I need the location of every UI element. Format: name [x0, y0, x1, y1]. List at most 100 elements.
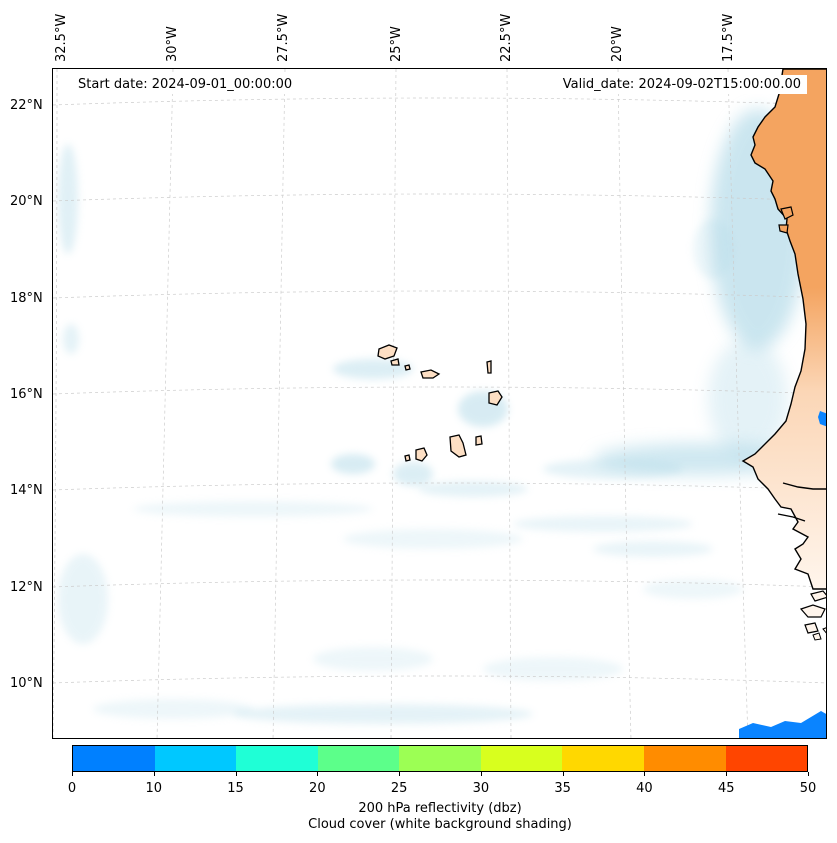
map-canvas[interactable]	[53, 69, 827, 739]
colorbar-tick-label: 15	[227, 781, 244, 796]
cloud-patch	[418, 481, 528, 497]
cloud-patch	[343, 529, 523, 549]
graticule-lon	[272, 69, 286, 738]
cape-verde-islands	[377, 344, 503, 462]
cloud-patch	[331, 454, 375, 474]
colorbar-segment	[643, 746, 726, 771]
colorbar-tick-label: 20	[309, 781, 326, 796]
colorbar-segment	[73, 746, 155, 771]
island-sal	[486, 360, 492, 374]
latitude-axis-labels: 22°N 20°N 18°N 16°N 14°N 12°N 10°N	[0, 0, 52, 740]
colorbar-tick	[317, 772, 319, 776]
lat-label: 18°N	[10, 291, 43, 306]
island-brava	[404, 454, 411, 462]
cloud-patch	[93, 699, 253, 719]
colorbar-segment	[480, 746, 563, 771]
colorbar-label-line1: 200 hPa reflectivity (dbz)	[358, 801, 522, 816]
start-date-label: Start date: 2024-09-01_00:00:00	[72, 75, 299, 94]
colorbar-tick-label: 50	[799, 781, 817, 796]
island-boa-vista	[488, 390, 503, 406]
colorbar	[72, 745, 808, 772]
island-santo-antao	[377, 344, 398, 360]
lon-label: 25°W	[389, 26, 404, 62]
colorbar-tick	[480, 772, 482, 776]
colorbar-segment	[154, 746, 237, 771]
island-santiago	[449, 434, 467, 458]
lat-label: 16°N	[10, 387, 43, 402]
cloud-patch	[513, 516, 693, 532]
cloud-patch	[543, 459, 683, 479]
graticule	[53, 69, 826, 738]
lon-label: 17.5°W	[721, 13, 736, 62]
graticule-lon	[390, 69, 397, 738]
colorbar-segment	[317, 746, 400, 771]
graticule-lon	[506, 69, 512, 738]
colorbar-tick	[808, 772, 809, 776]
colorbar-label-line2: Cloud cover (white background shading)	[308, 817, 572, 832]
lat-label: 14°N	[10, 483, 43, 498]
lat-label: 10°N	[10, 676, 43, 691]
colorbar-ticks: 0 10 15 20 25 30 35 40 45 50	[68, 772, 816, 796]
island-santa-luzia	[404, 364, 411, 371]
graticule-lon	[727, 69, 749, 738]
colorbar-tick-label: 35	[554, 781, 571, 796]
cloud-patch	[133, 501, 373, 517]
cloud-patch	[708, 339, 788, 459]
island-maio	[475, 435, 483, 446]
graticule-lon	[156, 69, 174, 738]
colorbar-tick	[235, 772, 237, 776]
colorbar-tick	[644, 772, 646, 776]
lat-label: 22°N	[10, 98, 43, 113]
cloud-cover-shading	[58, 109, 813, 724]
colorbar-tick	[562, 772, 564, 776]
cloud-patch	[58, 144, 78, 254]
colorbar-segment	[236, 746, 318, 771]
island-sao-vicente	[390, 358, 400, 366]
colorbar-tick	[726, 772, 728, 776]
graticule-lat	[53, 97, 826, 106]
cloud-patch	[63, 324, 79, 354]
guinea-bissau-islands	[799, 590, 826, 634]
graticule-lat	[53, 386, 826, 395]
colorbar-segment	[399, 746, 481, 771]
colorbar-tick-label: 45	[717, 781, 735, 796]
graticule-lat	[53, 579, 826, 588]
graticule-lon	[53, 69, 58, 738]
graticule-lat	[53, 193, 826, 202]
cloud-patch	[643, 579, 743, 599]
graticule-lat	[53, 482, 826, 491]
colorbar-segment	[725, 746, 808, 771]
colorbar-tick-label: 10	[145, 781, 163, 796]
cloud-patch	[483, 657, 623, 681]
reflectivity-cell	[739, 711, 826, 738]
reflectivity-cells	[739, 411, 826, 738]
lon-label: 22.5°W	[499, 13, 514, 62]
graticule-lon	[617, 69, 632, 738]
lon-label: 32.5°W	[54, 13, 69, 62]
valid-date-label: Valid_date: 2024-09-02T15:00:00.00	[556, 75, 807, 94]
cloud-patch	[693, 219, 733, 279]
map-panel[interactable]	[52, 68, 827, 739]
senegal-river-inlet	[777, 482, 826, 522]
reflectivity-cell	[818, 411, 826, 427]
cloud-patch	[313, 647, 433, 671]
colorbar-tick-label: 25	[390, 781, 408, 796]
colorbar-tick	[72, 772, 73, 776]
lon-label: 30°W	[165, 26, 180, 62]
cloud-patch	[593, 541, 713, 557]
graticule-lat	[53, 675, 826, 684]
cloud-patch	[333, 359, 413, 379]
island-sao-nicolau	[420, 369, 441, 379]
cloud-patch	[393, 462, 433, 486]
lon-label: 20°W	[610, 26, 625, 62]
cap-blanc-detail	[778, 206, 794, 234]
colorbar-tick-label: 40	[636, 781, 653, 796]
colorbar-tick	[399, 772, 401, 776]
colorbar-label: 200 hPa reflectivity (dbz) Cloud cover (…	[0, 801, 837, 833]
lat-label: 20°N	[10, 194, 43, 209]
small-islets	[812, 627, 826, 641]
lat-label: 12°N	[10, 580, 43, 595]
colorbar-tick-label: 0	[67, 781, 77, 796]
graticule-lat	[53, 290, 826, 299]
longitude-axis-labels: 32.5°W 30°W 27.5°W 25°W 22.5°W 20°W 17.5…	[0, 0, 837, 70]
